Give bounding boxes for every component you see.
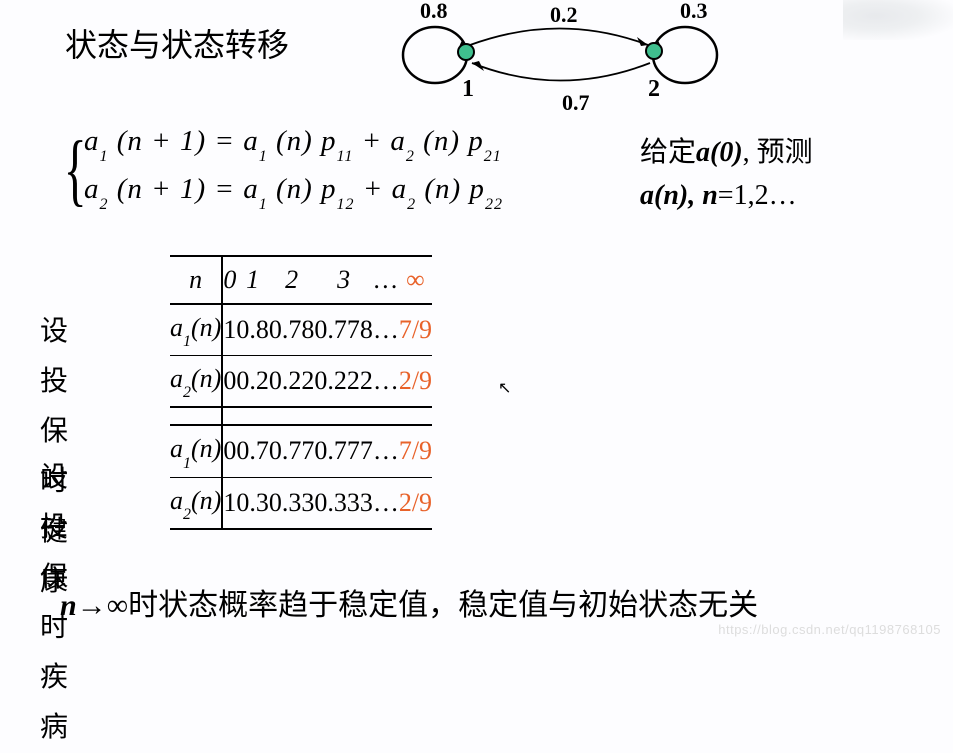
conclusion-text: n→∞时状态概率趋于稳定值，稳定值与初始状态无关 bbox=[60, 580, 758, 624]
table-row: a1(n) 1 0.8 0.78 0.778 … 7/9 bbox=[170, 304, 432, 356]
table-row: a2(n) 1 0.3 0.33 0.333 … 2/9 bbox=[170, 477, 432, 529]
table-header-row: n 0 1 2 3 … ∞ bbox=[170, 256, 432, 304]
cursor-icon: ↖ bbox=[498, 378, 511, 398]
side-note: 给定a(0), 预测 a(n), n=1,2… bbox=[640, 130, 813, 212]
watermark: https://blog.csdn.net/qq1198768105 bbox=[718, 622, 941, 637]
table-row: a2(n) 0 0.2 0.22 0.222 … 2/9 bbox=[170, 356, 432, 408]
equation-2: a2 (n + 1) = a1 (n) p12 + a2 (n) p22 bbox=[84, 173, 503, 210]
probability-table: n 0 1 2 3 … ∞ a1(n) 1 0.8 0.78 0.778 … 7… bbox=[170, 255, 432, 530]
node2-label: 2 bbox=[648, 76, 660, 102]
p11-label: 0.8 bbox=[420, 0, 448, 23]
state-diagram: 0.8 0.2 0.3 0.7 1 2 bbox=[380, 0, 740, 120]
p22-label: 0.3 bbox=[680, 0, 708, 23]
side-note-line1: 给定a(0), 预测 bbox=[640, 130, 813, 170]
table-row: a1(n) 0 0.7 0.77 0.777 … 7/9 bbox=[170, 425, 432, 477]
side-note-line2: a(n), n=1,2… bbox=[640, 180, 813, 212]
p21-label: 0.7 bbox=[562, 90, 590, 115]
equation-1: a1 (n + 1) = a1 (n) p11 + a2 (n) p21 bbox=[84, 125, 502, 162]
corner-blotch bbox=[843, 0, 953, 40]
p12-label: 0.2 bbox=[550, 2, 578, 27]
page-title: 状态与状态转移 bbox=[65, 20, 289, 66]
node1-label: 1 bbox=[462, 76, 474, 102]
